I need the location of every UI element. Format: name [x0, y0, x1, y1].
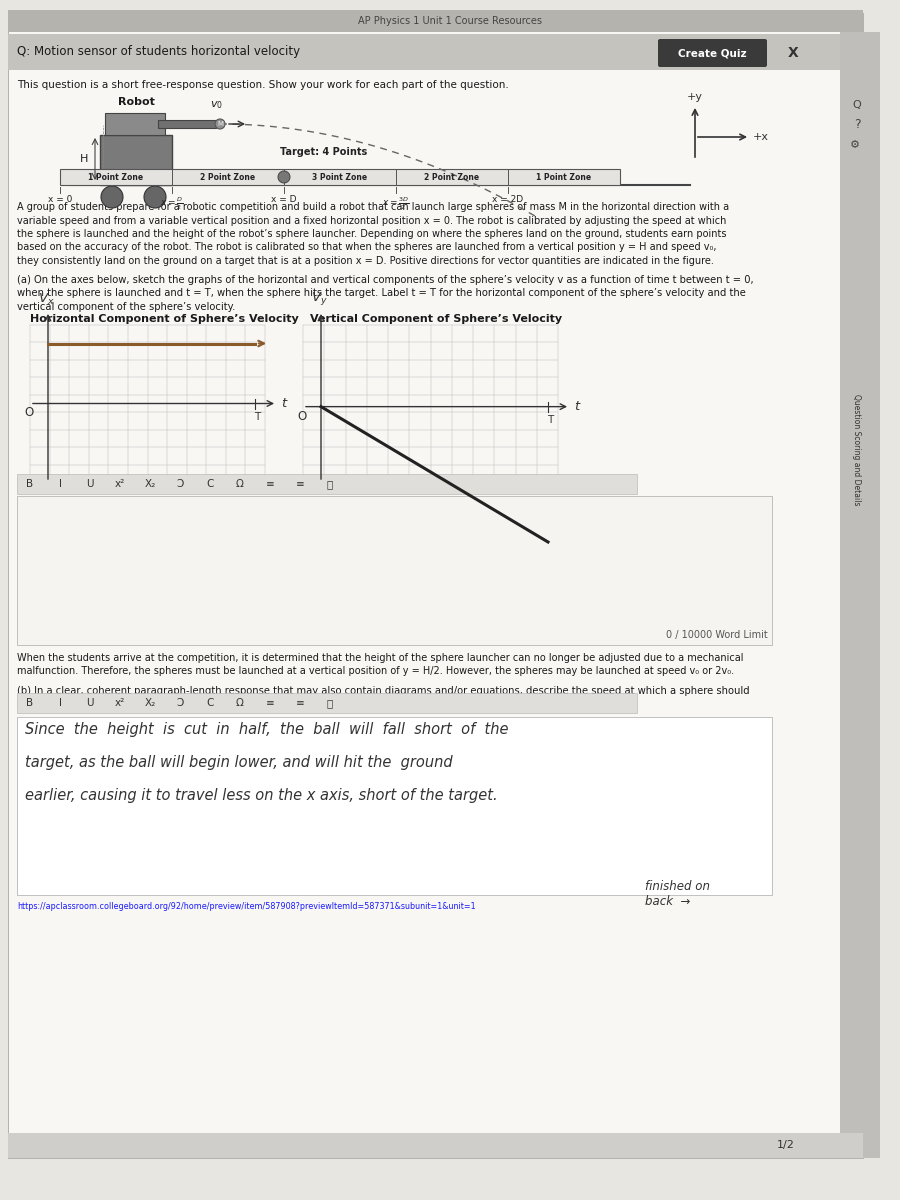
Bar [8, 34, 863, 70]
Text: Ɔ: Ɔ [176, 479, 184, 490]
Text: H: H [79, 154, 88, 164]
Text: Horizontal Component of Sphere’s Velocity: Horizontal Component of Sphere’s Velocit… [30, 314, 299, 324]
Circle shape [278, 170, 290, 182]
Text: ≡: ≡ [295, 479, 304, 490]
Text: B: B [26, 698, 33, 708]
Text: $x=\frac{D}{2}$: $x=\frac{D}{2}$ [160, 194, 184, 211]
Text: x²: x² [115, 698, 125, 708]
Text: ≡: ≡ [295, 698, 304, 708]
Bar [17, 716, 772, 895]
Text: be launched so that the students earn the maximum number of points in the compet: be launched so that the students earn th… [17, 700, 467, 709]
Bar [17, 496, 772, 646]
Text: 0 / 10000 Word Limit: 0 / 10000 Word Limit [666, 630, 768, 640]
Text: When the students arrive at the competition, it is determined that the height of: When the students arrive at the competit… [17, 653, 743, 662]
Text: malfunction. Therefore, the spheres must be launched at a vertical position of y: malfunction. Therefore, the spheres must… [17, 666, 734, 677]
Text: U: U [86, 479, 94, 490]
Text: Question Scoring and Details: Question Scoring and Details [852, 395, 861, 505]
Bar [100, 134, 172, 185]
Text: Since  the  height  is  cut  in  half,  the  ball  will  fall  short  of  the: Since the height is cut in half, the bal… [25, 722, 508, 737]
Text: T: T [547, 415, 553, 425]
Text: target, as the ball will begin lower, and will hit the  ground: target, as the ball will begin lower, an… [25, 755, 453, 770]
Bar [840, 32, 880, 1158]
Text: T: T [254, 412, 260, 421]
Text: M: M [217, 121, 223, 127]
Text: (b) In a clear, coherent paragraph-length response that may also contain diagram: (b) In a clear, coherent paragraph-lengt… [17, 686, 750, 696]
Text: the sphere is launched and the height of the robot’s sphere launcher. Depending : the sphere is launched and the height of… [17, 229, 726, 239]
Text: X: X [788, 46, 798, 60]
Text: x = 2D: x = 2D [492, 194, 524, 204]
Text: ⬛: ⬛ [327, 698, 333, 708]
Text: $v_0$: $v_0$ [210, 100, 222, 110]
Text: Create Quiz: Create Quiz [678, 48, 746, 58]
Bar [8, 1133, 863, 1158]
Circle shape [144, 186, 166, 208]
Text: U: U [86, 698, 94, 708]
Text: Q: Motion sensor of students horizontal velocity: Q: Motion sensor of students horizontal … [17, 46, 300, 59]
Text: t: t [574, 400, 580, 413]
Text: Vertical Component of Sphere’s Velocity: Vertical Component of Sphere’s Velocity [310, 314, 562, 324]
Text: variable speed and from a variable vertical position and a fixed horizontal posi: variable speed and from a variable verti… [17, 216, 726, 226]
Text: +x: +x [753, 132, 769, 142]
Text: AP Physics 1 Unit 1 Course Resources: AP Physics 1 Unit 1 Course Resources [358, 16, 542, 26]
Text: x = D: x = D [271, 194, 297, 204]
Text: $x=\frac{3D}{2}$: $x=\frac{3D}{2}$ [382, 194, 410, 211]
FancyBboxPatch shape [658, 38, 767, 67]
Text: C: C [206, 698, 213, 708]
Text: $V_x$: $V_x$ [38, 292, 54, 307]
Text: This question is a short free-response question. Show your work for each part of: This question is a short free-response q… [17, 80, 508, 90]
Text: 2 Point Zone: 2 Point Zone [201, 173, 256, 181]
Text: O: O [298, 409, 307, 422]
Text: ⬛: ⬛ [327, 479, 333, 490]
Text: x²: x² [115, 479, 125, 490]
Text: Robot: Robot [118, 97, 155, 107]
Text: C: C [206, 479, 213, 490]
Text: earlier, causing it to travel less on the x axis, short of the target.: earlier, causing it to travel less on th… [25, 788, 498, 803]
Text: t: t [281, 397, 286, 410]
Text: ≡: ≡ [266, 479, 274, 490]
Text: 1 Point Zone: 1 Point Zone [88, 173, 144, 181]
Text: X₂: X₂ [144, 698, 156, 708]
Text: B: B [26, 479, 33, 490]
Text: $V_y$: $V_y$ [310, 290, 328, 307]
Text: +y: +y [687, 92, 703, 102]
Bar [8, 10, 863, 32]
Text: X₂: X₂ [144, 479, 156, 490]
Text: (a) On the axes below, sketch the graphs of the horizontal and vertical componen: (a) On the axes below, sketch the graphs… [17, 275, 753, 284]
Text: x = 0: x = 0 [48, 194, 72, 204]
Bar [17, 692, 637, 713]
Text: vertical component of the sphere’s velocity.: vertical component of the sphere’s veloc… [17, 302, 236, 312]
Text: A group of students prepare for a robotic competition and build a robot that can: A group of students prepare for a roboti… [17, 202, 729, 212]
Text: Ω: Ω [236, 698, 244, 708]
Text: ≡: ≡ [266, 698, 274, 708]
Bar [158, 120, 216, 128]
Text: ⚙: ⚙ [850, 140, 860, 150]
Text: https://apclassroom.collegeboard.org/92/home/preview/item/587908?previewItemId=5: https://apclassroom.collegeboard.org/92/… [17, 902, 475, 911]
Text: 3 Point Zone: 3 Point Zone [312, 173, 367, 181]
Text: Ω: Ω [236, 479, 244, 490]
Text: they consistently land on the ground on a target that is at a position x = D. Po: they consistently land on the ground on … [17, 256, 714, 266]
Text: Ɔ: Ɔ [176, 698, 184, 708]
Text: 1/2: 1/2 [777, 1140, 795, 1150]
Circle shape [101, 186, 123, 208]
Text: O: O [25, 407, 34, 420]
Circle shape [215, 119, 225, 128]
Text: ?: ? [854, 119, 860, 132]
Text: when the sphere is launched and t = T, when the sphere hits the target. Label t : when the sphere is launched and t = T, w… [17, 288, 746, 299]
Text: 1 Point Zone: 1 Point Zone [536, 173, 591, 181]
Text: Q: Q [852, 100, 861, 110]
Text: based on the accuracy of the robot. The robot is calibrated so that when the sph: based on the accuracy of the robot. The … [17, 242, 716, 252]
Text: Target: 4 Points: Target: 4 Points [281, 146, 367, 157]
Bar [60, 169, 620, 185]
Bar [17, 474, 637, 494]
Text: I: I [58, 698, 61, 708]
Text: 2 Point Zone: 2 Point Zone [425, 173, 480, 181]
Text: finished on: finished on [645, 880, 710, 893]
Text: I: I [58, 479, 61, 490]
Text: back  →: back → [645, 895, 690, 908]
Bar [105, 113, 165, 134]
